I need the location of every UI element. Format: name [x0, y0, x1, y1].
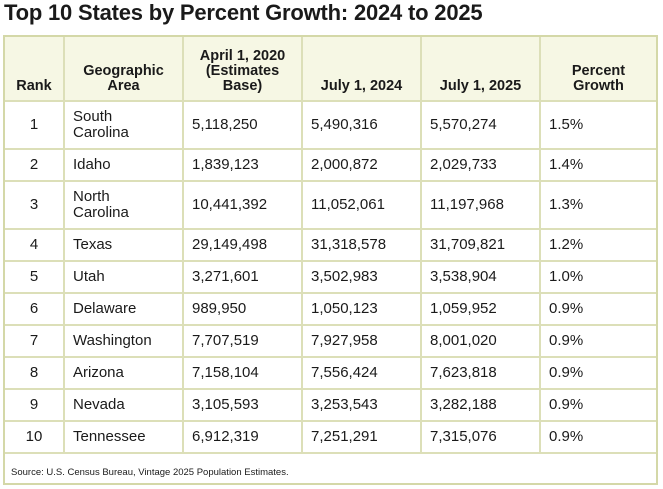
cell-rank: 5 — [5, 260, 65, 294]
cell-rank: 8 — [5, 356, 65, 390]
cell-pct: 1.2% — [539, 228, 656, 262]
cell-area: Tennessee — [63, 420, 184, 454]
table-row: 6 Delaware 989,950 1,050,123 1,059,952 0.9% — [5, 292, 656, 326]
table-row: 7 Washington 7,707,519 7,927,958 8,001,020 0.… — [5, 324, 656, 358]
page-title: Top 10 States by Percent Growth: 2024 to… — [4, 0, 483, 25]
column-header-base: April 1, 2020 (Estimates Base) — [182, 37, 303, 102]
source-note: Source: U.S. Census Bureau, Vintage 2025… — [11, 467, 289, 478]
cell-2024: 2,000,872 — [301, 148, 422, 182]
cell-rank: 1 — [5, 100, 65, 150]
cell-base: 5,118,250 — [182, 100, 303, 150]
cell-2025: 5,570,274 — [420, 100, 541, 150]
cell-2024: 3,502,983 — [301, 260, 422, 294]
table-body: 1 South Carolina 5,118,250 5,490,316 5,570,2… — [5, 100, 656, 454]
cell-2025: 3,538,904 — [420, 260, 541, 294]
cell-2025: 7,623,818 — [420, 356, 541, 390]
cell-area: Washington — [63, 324, 184, 358]
cell-rank: 9 — [5, 388, 65, 422]
cell-rank: 3 — [5, 180, 65, 230]
column-header-area-label: Geographic Area — [83, 63, 164, 94]
cell-pct: 1.4% — [539, 148, 656, 182]
cell-2025: 31,709,821 — [420, 228, 541, 262]
table-frame: Rank Geographic Area April 1, 2020 (Esti… — [3, 35, 658, 485]
cell-pct: 0.9% — [539, 388, 656, 422]
cell-area: North Carolina — [63, 180, 184, 230]
cell-pct: 0.9% — [539, 324, 656, 358]
column-header-2025: July 1, 2025 — [420, 37, 541, 102]
cell-2024: 7,556,424 — [301, 356, 422, 390]
cell-base: 1,839,123 — [182, 148, 303, 182]
cell-2025: 2,029,733 — [420, 148, 541, 182]
cell-rank: 2 — [5, 148, 65, 182]
cell-2024: 7,251,291 — [301, 420, 422, 454]
growth-table: Rank Geographic Area April 1, 2020 (Esti… — [5, 37, 656, 454]
table-row: 9 Nevada 3,105,593 3,253,543 3,282,188 0.9% — [5, 388, 656, 422]
cell-base: 29,149,498 — [182, 228, 303, 262]
cell-base: 7,158,104 — [182, 356, 303, 390]
table-row: 2 Idaho 1,839,123 2,000,872 2,029,733 1.4% — [5, 148, 656, 182]
cell-pct: 0.9% — [539, 420, 656, 454]
cell-rank: 4 — [5, 228, 65, 262]
cell-area: Nevada — [63, 388, 184, 422]
cell-pct: 1.0% — [539, 260, 656, 294]
cell-base: 989,950 — [182, 292, 303, 326]
cell-area: Texas — [63, 228, 184, 262]
header-row: Rank Geographic Area April 1, 2020 (Esti… — [5, 37, 656, 102]
column-header-2024: July 1, 2024 — [301, 37, 422, 102]
column-header-area: Geographic Area — [63, 37, 184, 102]
cell-area: Idaho — [63, 148, 184, 182]
cell-rank: 7 — [5, 324, 65, 358]
cell-rank: 6 — [5, 292, 65, 326]
column-header-rank: Rank — [5, 37, 65, 102]
cell-2025: 8,001,020 — [420, 324, 541, 358]
cell-pct: 0.9% — [539, 356, 656, 390]
cell-2024: 31,318,578 — [301, 228, 422, 262]
cell-2025: 1,059,952 — [420, 292, 541, 326]
column-header-pct: Percent Growth — [539, 37, 656, 102]
table-row: 3 North Carolina 10,441,392 11,052,061 11,19… — [5, 180, 656, 230]
cell-pct: 1.3% — [539, 180, 656, 230]
table-row: 1 South Carolina 5,118,250 5,490,316 5,570,2… — [5, 100, 656, 150]
cell-2025: 3,282,188 — [420, 388, 541, 422]
cell-2024: 5,490,316 — [301, 100, 422, 150]
cell-base: 6,912,319 — [182, 420, 303, 454]
cell-base: 7,707,519 — [182, 324, 303, 358]
cell-area: Utah — [63, 260, 184, 294]
cell-2024: 11,052,061 — [301, 180, 422, 230]
cell-rank: 10 — [5, 420, 65, 454]
column-header-base-label: April 1, 2020 (Estimates Base) — [199, 48, 286, 94]
cell-area: Arizona — [63, 356, 184, 390]
column-header-pct-label: Percent Growth — [571, 63, 626, 94]
cell-pct: 0.9% — [539, 292, 656, 326]
cell-2024: 7,927,958 — [301, 324, 422, 358]
cell-base: 3,105,593 — [182, 388, 303, 422]
cell-2024: 1,050,123 — [301, 292, 422, 326]
table-row: 4 Texas 29,149,498 31,318,578 31,709,821 1.2% — [5, 228, 656, 262]
cell-area: Delaware — [63, 292, 184, 326]
cell-pct: 1.5% — [539, 100, 656, 150]
table-row: 8 Arizona 7,158,104 7,556,424 7,623,818 0.9% — [5, 356, 656, 390]
table-row: 5 Utah 3,271,601 3,502,983 3,538,904 1.0% — [5, 260, 656, 294]
cell-area: South Carolina — [63, 100, 184, 150]
cell-base: 10,441,392 — [182, 180, 303, 230]
table-row: 10 Tennessee 6,912,319 7,251,291 7,315,076 0.… — [5, 420, 656, 454]
cell-2025: 7,315,076 — [420, 420, 541, 454]
cell-2024: 3,253,543 — [301, 388, 422, 422]
cell-base: 3,271,601 — [182, 260, 303, 294]
cell-2025: 11,197,968 — [420, 180, 541, 230]
